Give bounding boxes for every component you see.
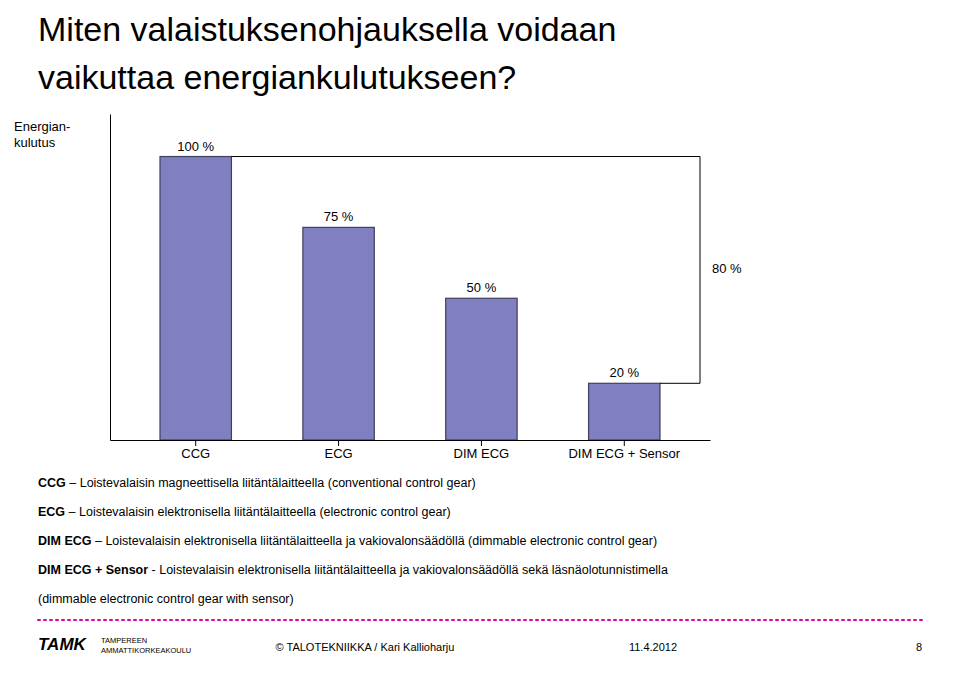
x-tick-label: DIM ECG + Sensor (568, 446, 680, 461)
data-label: 100 % (177, 139, 214, 154)
note-label: CCG (38, 476, 66, 490)
x-tick: ECG (324, 440, 352, 461)
x-tick-label: ECG (324, 446, 352, 461)
bracket (231, 157, 700, 384)
bracket-top (231, 156, 700, 157)
footer: AMMATTIKORKEAKOULU (101, 646, 191, 655)
bracket-vertical (700, 157, 701, 384)
data-label: 75 % (324, 209, 354, 224)
x-tick-mark (195, 440, 196, 446)
footer: 11.4.2012 (629, 641, 677, 653)
x-tick: CCG (181, 440, 210, 461)
background (0, 0, 960, 692)
footer: 8 (916, 641, 922, 653)
note: (dimmable electronic control gear with s… (38, 592, 294, 606)
note-text: - Loistevalaisin elektronisella liitäntä… (148, 563, 668, 577)
x-tick-label: CCG (181, 446, 210, 461)
bar (303, 227, 374, 440)
x-axis-line (111, 440, 711, 441)
chart: Miten valaistuksenohjauksella voidaan vai… (0, 0, 960, 692)
note-text: – Loistevalaisin magneettisella liitäntä… (66, 476, 476, 490)
separator (38, 619, 922, 621)
bar (589, 383, 660, 440)
x-tick-label: DIM ECG (454, 446, 510, 461)
bar (160, 157, 231, 440)
y-axis-line (110, 115, 111, 441)
plot: CCG ECG DIM ECG DIM ECG + Sensor 100 % 75 % 50… (111, 115, 743, 462)
x-tick: DIM ECG (454, 440, 510, 461)
note: ECG – Loistevalaisin elektronisella liit… (38, 505, 451, 519)
x-tick-mark (624, 440, 625, 446)
bars (160, 157, 660, 440)
title: Miten valaistuksenohjauksella voidaan (38, 10, 616, 48)
y-axis-label: Energian- (14, 119, 70, 134)
y-axis-label: kulutus (14, 135, 56, 150)
x-tick: DIM ECG + Sensor (568, 440, 680, 461)
note-label: ECG (38, 505, 65, 519)
title: vaikuttaa energiankulutukseen? (38, 58, 516, 96)
footer: TAMPEREEN (101, 636, 147, 645)
annotation: 80 % (712, 261, 742, 276)
data-label: 50 % (467, 280, 497, 295)
x-axis: CCG ECG DIM ECG DIM ECG + Sensor (111, 440, 711, 461)
data-label: 20 % (609, 365, 639, 380)
note-text: – Loistevalaisin elektronisella liitäntä… (65, 505, 451, 519)
note-label: DIM ECG + Sensor (38, 563, 148, 577)
note-text: – Loistevalaisin elektronisella liitäntä… (91, 534, 657, 548)
x-tick-mark (481, 440, 482, 446)
bracket-bottom (660, 383, 700, 384)
x-tick-mark (338, 440, 339, 446)
note: DIM ECG – Loistevalaisin elektronisella … (38, 534, 657, 548)
note-label: DIM ECG (38, 534, 91, 548)
bar (446, 298, 517, 440)
footer: © TALOTEKNIIKKA / Kari Kallioharju (276, 641, 455, 653)
y-axis (110, 115, 111, 441)
footer: TAMK (38, 635, 88, 654)
note-text: (dimmable electronic control gear with s… (38, 592, 294, 606)
note: DIM ECG + Sensor - Loistevalaisin elektr… (38, 563, 668, 577)
note: CCG – Loistevalaisin magneettisella liit… (38, 476, 476, 490)
